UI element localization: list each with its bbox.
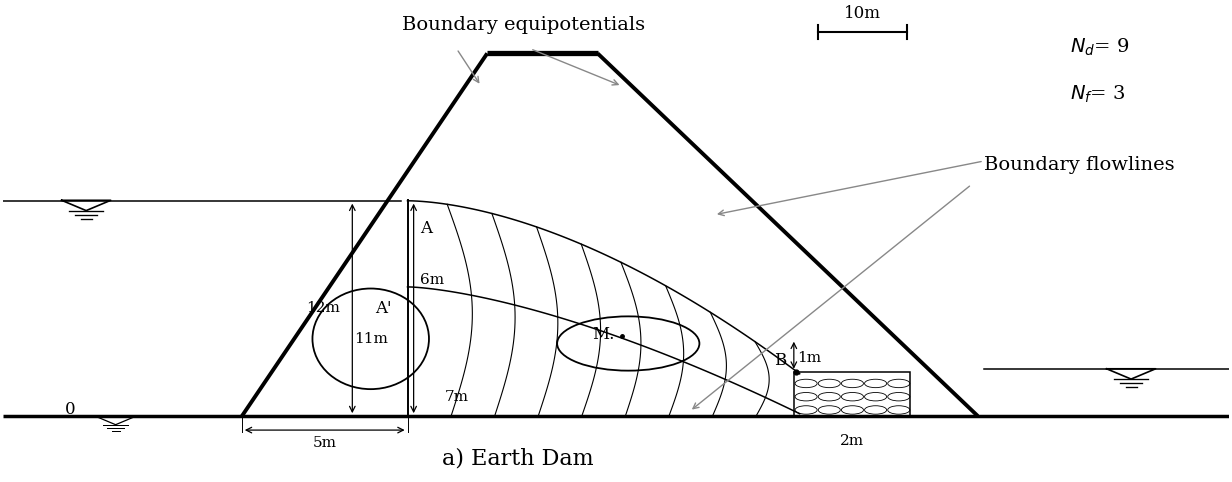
Text: 1m: 1m [797,350,822,364]
Text: A': A' [375,300,392,317]
Text: A: A [420,220,432,237]
Text: 11m: 11m [354,332,388,346]
Text: 6m: 6m [420,273,444,287]
Text: $N_f$= 3: $N_f$= 3 [1069,84,1125,105]
Text: 0: 0 [65,401,75,417]
Text: M.: M. [593,326,615,343]
Text: Boundary equipotentials: Boundary equipotentials [403,16,646,34]
Text: 10m: 10m [844,5,881,22]
Text: 5m: 5m [313,436,336,450]
Text: $N_d$= 9: $N_d$= 9 [1069,37,1130,58]
Text: 12m: 12m [307,301,340,315]
Text: 2m: 2m [840,434,864,448]
Text: 7m: 7m [445,390,468,404]
Text: a) Earth Dam: a) Earth Dam [442,448,594,470]
Bar [793,372,910,416]
Text: Boundary flowlines: Boundary flowlines [984,156,1174,174]
Text: B: B [774,352,786,369]
